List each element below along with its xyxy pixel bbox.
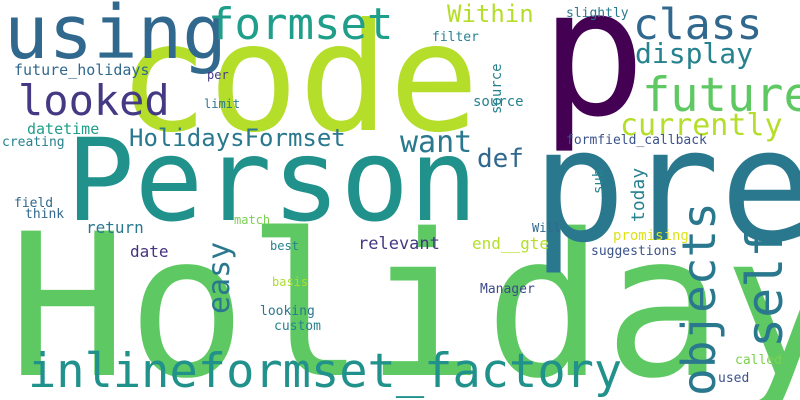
word-end-gte: end__gte	[472, 234, 550, 253]
word-custom: custom	[274, 319, 321, 334]
word-pre: pre	[532, 95, 800, 277]
word-within: Within	[447, 0, 534, 28]
word-future-holidays: future_holidays	[14, 61, 150, 79]
word-best: best	[270, 239, 299, 253]
word-filter: filter	[432, 30, 479, 45]
word-def: def	[477, 144, 524, 174]
word-person: Person	[66, 114, 478, 247]
word-easy: easy	[202, 241, 237, 314]
word-will: Will	[532, 221, 561, 235]
word-date: date	[130, 242, 169, 261]
word-p: p	[540, 0, 646, 156]
word-class: class	[633, 0, 763, 50]
word-formfield-callback: formfield_callback	[566, 133, 707, 148]
word-looking: looking	[260, 304, 315, 319]
word-want: want	[400, 125, 473, 160]
word-basis: basis	[272, 275, 309, 289]
word-return: return	[86, 218, 144, 237]
word-today: today	[628, 167, 649, 222]
word-think: think	[25, 207, 65, 222]
word-manager: Manager	[480, 282, 535, 297]
word-code: code	[118, 0, 480, 166]
word-datetime: datetime	[27, 120, 100, 138]
word-inlineformset-factory: inlineformset_factory	[28, 344, 623, 399]
word-field: field	[14, 196, 54, 211]
word-formset: formset	[208, 0, 394, 50]
word-per: per	[207, 68, 229, 82]
word-slightly: slightly	[566, 6, 629, 21]
word-holiday: Holiday	[8, 191, 800, 400]
word-used: used	[718, 371, 750, 386]
word-relevant: relevant	[358, 234, 440, 254]
word-currently: currently	[620, 108, 783, 143]
word-display: display	[635, 37, 754, 70]
word-limit: limit	[204, 97, 241, 111]
word-suggestions: suggestions	[591, 244, 678, 259]
word-looked: looked	[18, 76, 170, 125]
word-promising: promising	[613, 228, 689, 244]
word-holidays-formset: HolidaysFormset	[129, 124, 346, 152]
word-future: future	[642, 68, 800, 123]
word-called: called	[735, 353, 782, 368]
word-source-horizontal: source	[473, 94, 524, 110]
word-self: self	[736, 227, 794, 348]
word-creating: creating	[2, 135, 65, 150]
word-sub: sub	[591, 168, 607, 194]
word-using: using	[4, 0, 227, 76]
word-match: match	[234, 213, 271, 227]
